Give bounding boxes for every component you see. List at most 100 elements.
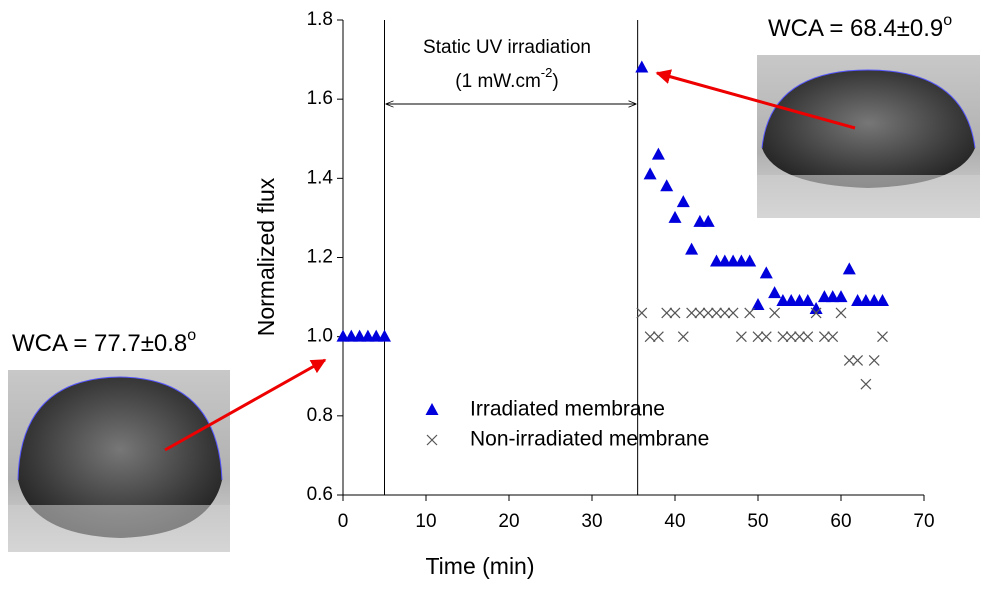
legend-marker: [426, 434, 438, 446]
annotation-sup: -2: [541, 65, 553, 80]
legend-marker: [425, 403, 439, 415]
data-point: [752, 331, 764, 343]
data-point: [794, 331, 805, 343]
data-point: [693, 214, 707, 227]
droplet-photo-right: [757, 55, 980, 218]
data-point: [827, 331, 839, 343]
data-point: [817, 290, 831, 303]
y-axis-title: Normalized flux: [253, 177, 279, 336]
data-point: [852, 354, 864, 366]
legend-label: Irradiated membrane: [470, 398, 665, 421]
data-point: [701, 214, 715, 227]
droplet-photo-left: [8, 370, 230, 552]
data-point: [876, 294, 889, 307]
data-point: [369, 329, 383, 342]
data-point: [859, 294, 873, 307]
x-tick-label: 60: [830, 511, 851, 532]
data-point: [711, 307, 722, 319]
x-tick-label: 40: [664, 511, 685, 532]
wca-text: WCA = 68.4±0.9: [768, 15, 943, 42]
data-point: [809, 301, 823, 314]
data-point: [344, 329, 358, 342]
data-point: [677, 331, 689, 343]
data-point: [710, 254, 723, 267]
data-point: [784, 294, 798, 307]
y-tick-label: 1.6: [307, 88, 333, 109]
annotation-text: (1 mW.cm: [455, 71, 541, 92]
data-point: [769, 307, 781, 319]
data-point: [851, 294, 865, 307]
data-point: [843, 354, 855, 366]
x-tick-label: 10: [415, 511, 436, 532]
y-tick-label: 1.8: [307, 9, 333, 30]
y-tick-label: 0.6: [307, 484, 333, 505]
annotation-text: ): [552, 71, 558, 92]
data-point: [660, 179, 674, 192]
data-point: [826, 290, 840, 303]
data-point: [743, 254, 757, 267]
data-point: [760, 331, 772, 343]
annotation: Static UV irradiation: [423, 37, 591, 58]
data-point: [686, 307, 698, 319]
y-tick-label: 1.0: [307, 326, 333, 347]
x-axis-title: Time (min): [425, 553, 534, 579]
data-point: [669, 307, 681, 319]
data-point: [643, 167, 657, 180]
data-point: [751, 298, 765, 310]
degree: o: [187, 327, 196, 344]
data-point: [361, 329, 375, 342]
data-point: [702, 307, 714, 319]
y-tick-label: 1.2: [307, 247, 333, 268]
y-tick-label: 1.4: [307, 167, 334, 188]
data-point: [651, 147, 665, 160]
data-point: [668, 210, 682, 223]
data-point: [378, 329, 391, 342]
data-point: [810, 307, 822, 319]
y-tick-label: 0.8: [307, 405, 333, 426]
data-point: [835, 307, 847, 319]
data-point: [759, 266, 773, 279]
data-point: [834, 290, 848, 303]
data-point: [727, 307, 739, 319]
arrow: [655, 69, 856, 130]
data-point: [353, 329, 367, 342]
data-point: [652, 331, 664, 343]
data-point: [802, 331, 814, 343]
data-point: [719, 307, 731, 319]
data-point: [877, 331, 888, 343]
data-point: [644, 331, 656, 343]
annotation: (1 mW.cm-2): [455, 65, 558, 92]
data-point: [793, 294, 806, 307]
data-point: [785, 331, 797, 343]
degree: o: [943, 12, 952, 29]
data-point: [777, 331, 789, 343]
data-point: [735, 331, 747, 343]
legend-label: Non-irradiated membrane: [470, 428, 709, 451]
wca-label: WCA = 68.4±0.9o: [768, 12, 952, 42]
data-point: [694, 307, 706, 319]
data-point: [768, 286, 782, 299]
x-tick-label: 0: [338, 511, 349, 532]
data-point: [636, 307, 648, 319]
data-point: [842, 262, 856, 275]
data-point: [685, 242, 699, 255]
data-point: [661, 307, 673, 319]
data-point: [718, 254, 732, 267]
data-point: [744, 307, 756, 319]
arrow: [164, 358, 327, 452]
wca-text: WCA = 77.7±0.8: [12, 330, 187, 357]
data-point: [635, 60, 649, 73]
wca-label: WCA = 77.7±0.8o: [12, 327, 196, 357]
data-point: [676, 195, 690, 208]
x-tick-label: 30: [581, 511, 602, 532]
data-point: [776, 294, 790, 307]
data-point: [726, 254, 740, 267]
data-point: [860, 378, 872, 390]
data-point: [867, 294, 881, 307]
data-point: [818, 331, 830, 343]
data-point: [801, 294, 815, 307]
x-tick-label: 20: [498, 511, 519, 532]
data-point: [734, 254, 748, 267]
data-point: [868, 354, 880, 366]
